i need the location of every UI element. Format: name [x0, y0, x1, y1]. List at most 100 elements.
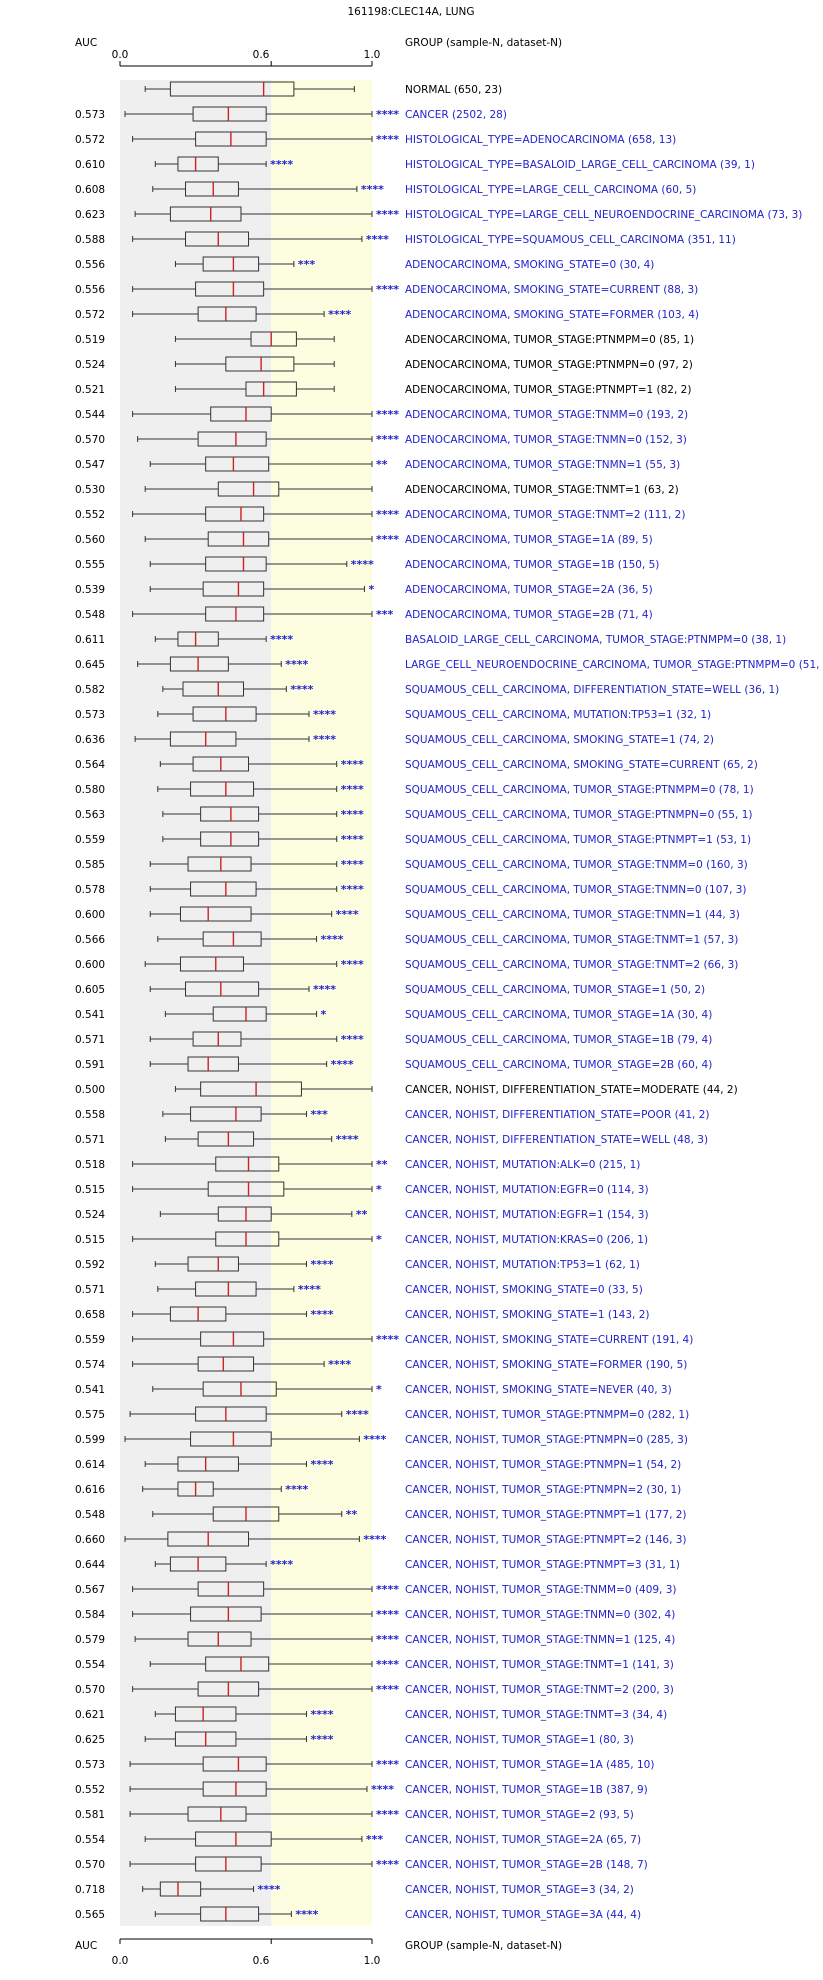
significance-stars: ****: [310, 1308, 333, 1321]
box-iqr: [245, 381, 297, 397]
auc-value: 0.570: [75, 434, 105, 446]
box-iqr: [169, 731, 237, 747]
box-row: 0.660 **** CANCER, NOHIST, TUMOR_STAGE:PTN…: [75, 1531, 687, 1547]
box-row: 0.570 **** CANCER, NOHIST, TUMOR_STAGE:TNM…: [75, 1681, 674, 1697]
box-row: 0.599 **** CANCER, NOHIST, TUMOR_STAGE:PTN…: [75, 1431, 688, 1447]
box-row: 0.572 **** HISTOLOGICAL_TYPE=ADENOCARCINOM…: [75, 131, 676, 147]
group-label: HISTOLOGICAL_TYPE=SQUAMOUS_CELL_CARCINOM…: [405, 234, 736, 246]
box-row: 0.541 * CANCER, NOHIST, SMOKING_STATE=NEVE…: [75, 1381, 672, 1397]
box-row: 0.515 * CANCER, NOHIST, MUTATION:EGFR=0 (1…: [75, 1181, 649, 1197]
auc-value: 0.584: [75, 1609, 105, 1621]
box-iqr: [177, 156, 219, 172]
significance-stars: ****: [341, 783, 364, 796]
auc-value: 0.600: [75, 959, 105, 971]
box-iqr: [202, 581, 265, 597]
box-iqr: [200, 1081, 302, 1097]
box-iqr: [195, 1831, 272, 1847]
box-row: 0.584 **** CANCER, NOHIST, TUMOR_STAGE:TNM…: [75, 1606, 675, 1622]
group-label: SQUAMOUS_CELL_CARCINOMA, TUMOR_STAGE:PTN…: [405, 809, 753, 821]
group-label: CANCER, NOHIST, TUMOR_STAGE:PTNMPT=3 (31…: [405, 1559, 680, 1571]
auc-value: 0.558: [75, 1109, 105, 1121]
group-label: SQUAMOUS_CELL_CARCINOMA, TUMOR_STAGE:PTN…: [405, 784, 754, 796]
auc-value: 0.608: [75, 184, 105, 196]
box-iqr: [197, 431, 267, 447]
group-label: CANCER, NOHIST, MUTATION:KRAS=0 (206, 1): [405, 1234, 648, 1246]
box-iqr: [185, 181, 239, 197]
auc-value: 0.559: [75, 1334, 105, 1346]
group-label: CANCER, NOHIST, SMOKING_STATE=FORMER (19…: [405, 1359, 687, 1371]
auc-value: 0.616: [75, 1484, 105, 1496]
auc-value: 0.541: [75, 1009, 105, 1021]
box-row: 0.572 **** ADENOCARCINOMA, SMOKING_STATE=F…: [75, 306, 699, 322]
box-iqr: [190, 781, 255, 797]
auc-value: 0.582: [75, 684, 105, 696]
auc-header-bottom: AUC: [75, 1940, 97, 1952]
significance-stars: ****: [341, 1033, 364, 1046]
group-label: CANCER, NOHIST, TUMOR_STAGE:PTNMPT=1 (17…: [405, 1509, 687, 1521]
auc-value: 0.541: [75, 1384, 105, 1396]
significance-stars: *: [321, 1008, 327, 1021]
box-row: 0.571 **** CANCER, NOHIST, SMOKING_STATE=0…: [75, 1281, 643, 1297]
significance-stars: ****: [376, 1583, 399, 1596]
group-label: CANCER, NOHIST, MUTATION:EGFR=0 (114, 3): [405, 1184, 649, 1196]
group-label: CANCER, NOHIST, TUMOR_STAGE=1 (80, 3): [405, 1734, 634, 1746]
box-row: 0.567 **** CANCER, NOHIST, TUMOR_STAGE:TNM…: [75, 1581, 677, 1597]
group-label: SQUAMOUS_CELL_CARCINOMA, TUMOR_STAGE:TNM…: [405, 909, 740, 921]
group-label: ADENOCARCINOMA, TUMOR_STAGE:PTNMPN=0 (97…: [405, 359, 693, 371]
significance-stars: ****: [328, 1358, 351, 1371]
box-iqr: [179, 956, 244, 972]
auc-value: 0.556: [75, 259, 105, 271]
significance-stars: **: [376, 458, 388, 471]
significance-stars: ****: [341, 858, 364, 871]
tick-label-bottom-0: 0.0: [112, 1955, 129, 1967]
auc-value: 0.567: [75, 1584, 105, 1596]
group-label: HISTOLOGICAL_TYPE=LARGE_CELL_NEUROENDOCR…: [405, 209, 802, 221]
group-label: CANCER, NOHIST, TUMOR_STAGE:TNMT=2 (200,…: [405, 1684, 674, 1696]
box-iqr: [190, 1606, 262, 1622]
group-label: CANCER, NOHIST, TUMOR_STAGE:PTNMPM=0 (28…: [405, 1409, 689, 1421]
tick-label-bottom-2: 1.0: [364, 1955, 381, 1967]
group-label: CANCER, NOHIST, TUMOR_STAGE:TNMN=0 (302,…: [405, 1609, 675, 1621]
auc-value: 0.518: [75, 1159, 105, 1171]
box-iqr: [250, 331, 297, 347]
significance-stars: ****: [366, 233, 389, 246]
box-iqr: [169, 656, 229, 672]
box-row: 0.500 CANCER, NOHIST, DIFFERENTIATION_STA…: [75, 1081, 738, 1097]
box-iqr: [207, 1181, 285, 1197]
group-label: CANCER, NOHIST, TUMOR_STAGE:PTNMPN=2 (30…: [405, 1484, 681, 1496]
auc-value: 0.572: [75, 134, 105, 146]
significance-stars: ****: [310, 1708, 333, 1721]
box-iqr: [177, 631, 219, 647]
box-row: 0.573 **** CANCER, NOHIST, TUMOR_STAGE=1A …: [75, 1756, 654, 1772]
box-iqr: [182, 681, 244, 697]
significance-stars: ****: [376, 1808, 399, 1821]
auc-value: 0.554: [75, 1659, 105, 1671]
auc-value: 0.521: [75, 384, 105, 396]
significance-stars: ****: [341, 883, 364, 896]
group-label: CANCER, NOHIST, DIFFERENTIATION_STATE=MO…: [405, 1084, 738, 1096]
box-row: 0.582 **** SQUAMOUS_CELL_CARCINOMA, DIFFER…: [75, 681, 779, 697]
group-label: SQUAMOUS_CELL_CARCINOMA, TUMOR_STAGE=1 (…: [405, 984, 705, 996]
significance-stars: ****: [310, 1258, 333, 1271]
auc-value: 0.611: [75, 634, 105, 646]
auc-value: 0.571: [75, 1284, 105, 1296]
significance-stars: ****: [270, 1558, 293, 1571]
significance-stars: ***: [376, 608, 394, 621]
box-row: 0.530 ADENOCARCINOMA, TUMOR_STAGE:TNMT=1 …: [75, 481, 679, 497]
significance-stars: **: [376, 1158, 388, 1171]
box-iqr: [200, 806, 260, 822]
auc-value: 0.570: [75, 1684, 105, 1696]
auc-value: 0.530: [75, 484, 105, 496]
box-row: 0.521 ADENOCARCINOMA, TUMOR_STAGE:PTNMPT=…: [75, 381, 691, 397]
significance-stars: ****: [321, 933, 344, 946]
box-iqr: [169, 206, 242, 222]
group-label: SQUAMOUS_CELL_CARCINOMA, TUMOR_STAGE:TNM…: [405, 959, 738, 971]
box-iqr: [197, 306, 257, 322]
significance-stars: ****: [313, 983, 336, 996]
significance-stars: ****: [328, 308, 351, 321]
group-label: ADENOCARCINOMA, TUMOR_STAGE=2A (36, 5): [405, 584, 653, 596]
auc-value: 0.572: [75, 309, 105, 321]
auc-value: 0.592: [75, 1259, 105, 1271]
box-iqr: [185, 231, 250, 247]
significance-stars: ****: [285, 1483, 308, 1496]
